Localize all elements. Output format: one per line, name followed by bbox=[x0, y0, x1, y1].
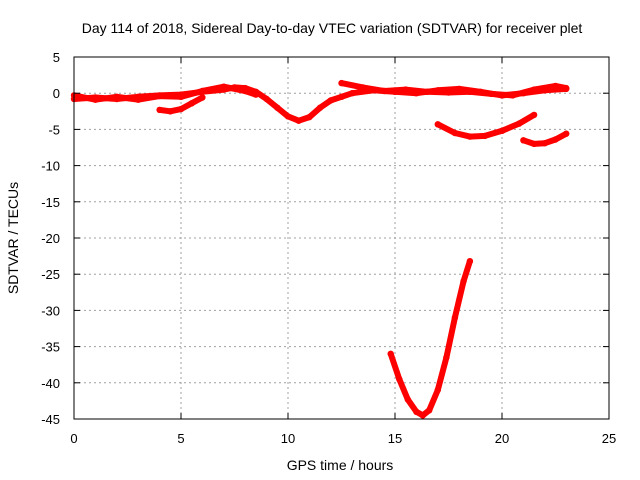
data-point bbox=[434, 121, 441, 128]
data-point bbox=[359, 84, 367, 91]
data-point bbox=[295, 117, 302, 124]
data-point bbox=[552, 136, 559, 143]
axis-ticks bbox=[73, 56, 610, 420]
data-point bbox=[387, 350, 394, 357]
x-tick-label: 5 bbox=[177, 431, 184, 446]
data-point bbox=[156, 92, 163, 100]
y-tick-label: 0 bbox=[53, 86, 60, 101]
y-tick-label: -25 bbox=[41, 267, 60, 282]
data-point bbox=[92, 96, 99, 103]
data-point bbox=[188, 100, 195, 107]
y-tick-label: -30 bbox=[41, 303, 60, 318]
data-point bbox=[284, 113, 292, 120]
data-point bbox=[404, 396, 411, 403]
data-point bbox=[552, 82, 559, 90]
data-point bbox=[466, 258, 474, 265]
data-point bbox=[413, 408, 420, 415]
data-point bbox=[434, 386, 441, 394]
data-point bbox=[199, 94, 206, 101]
x-axis-title: GPS time / hours bbox=[287, 457, 394, 473]
data-point bbox=[135, 96, 142, 103]
data-point bbox=[445, 89, 452, 96]
data-point bbox=[156, 106, 163, 114]
data-point bbox=[338, 93, 345, 101]
data-point bbox=[327, 97, 334, 104]
data-point bbox=[316, 104, 324, 111]
data-series bbox=[70, 79, 570, 419]
data-point bbox=[530, 86, 538, 93]
series-line-7 bbox=[387, 258, 473, 419]
data-point bbox=[426, 407, 433, 414]
data-point bbox=[274, 104, 281, 111]
data-point bbox=[306, 113, 313, 121]
data-point bbox=[520, 137, 527, 144]
data-point bbox=[498, 127, 506, 134]
data-point bbox=[381, 87, 388, 95]
x-tick-label: 10 bbox=[281, 431, 295, 446]
x-tick-label: 25 bbox=[602, 431, 616, 446]
x-tick-label: 20 bbox=[495, 431, 509, 446]
data-point bbox=[199, 87, 206, 95]
data-point bbox=[349, 90, 356, 97]
series-line-2 bbox=[71, 83, 259, 103]
series-line-4 bbox=[338, 80, 570, 99]
y-axis-title: SDTVAR / TECUs bbox=[5, 182, 21, 294]
data-point bbox=[338, 79, 345, 87]
data-point bbox=[177, 93, 185, 101]
data-point bbox=[220, 83, 227, 90]
data-point bbox=[252, 91, 260, 98]
data-point bbox=[402, 86, 409, 93]
data-point bbox=[113, 93, 121, 101]
data-point bbox=[488, 90, 495, 98]
data-point bbox=[481, 132, 489, 140]
data-point bbox=[460, 278, 467, 285]
data-point bbox=[177, 105, 185, 113]
y-tick-label: -40 bbox=[41, 376, 60, 391]
y-tick-label: -45 bbox=[41, 412, 60, 427]
data-point bbox=[419, 412, 426, 419]
data-point bbox=[263, 95, 270, 103]
data-point bbox=[396, 376, 403, 383]
data-point bbox=[466, 88, 474, 96]
data-point bbox=[563, 84, 570, 92]
data-point bbox=[515, 120, 523, 127]
y-tick-label: -35 bbox=[41, 340, 60, 355]
y-tick-label: -10 bbox=[41, 159, 60, 174]
grid-lines bbox=[74, 57, 609, 419]
data-point bbox=[563, 130, 570, 137]
chart-title: Day 114 of 2018, Sidereal Day-to-day VTE… bbox=[82, 20, 583, 36]
data-point bbox=[509, 92, 516, 99]
data-point bbox=[443, 354, 450, 361]
x-tick-label: 15 bbox=[388, 431, 402, 446]
data-point bbox=[242, 87, 249, 95]
y-tick-label: -20 bbox=[41, 231, 60, 246]
x-tick-labels: 0 5 10 15 20 25 bbox=[70, 431, 616, 446]
y-tick-label: -15 bbox=[41, 195, 60, 210]
y-tick-label: -5 bbox=[48, 122, 60, 137]
data-point bbox=[541, 140, 548, 147]
data-point bbox=[466, 133, 474, 140]
y-tick-label: 5 bbox=[53, 50, 60, 65]
data-point bbox=[451, 314, 459, 321]
data-point bbox=[167, 108, 174, 115]
data-point bbox=[530, 140, 538, 148]
data-point bbox=[451, 129, 459, 137]
data-point bbox=[530, 111, 538, 119]
data-point bbox=[423, 88, 431, 96]
x-tick-label: 0 bbox=[70, 431, 77, 446]
y-tick-labels: 5 0 -5 -10 -15 -20 -25 -30 -35 -40 -45 bbox=[41, 50, 60, 427]
